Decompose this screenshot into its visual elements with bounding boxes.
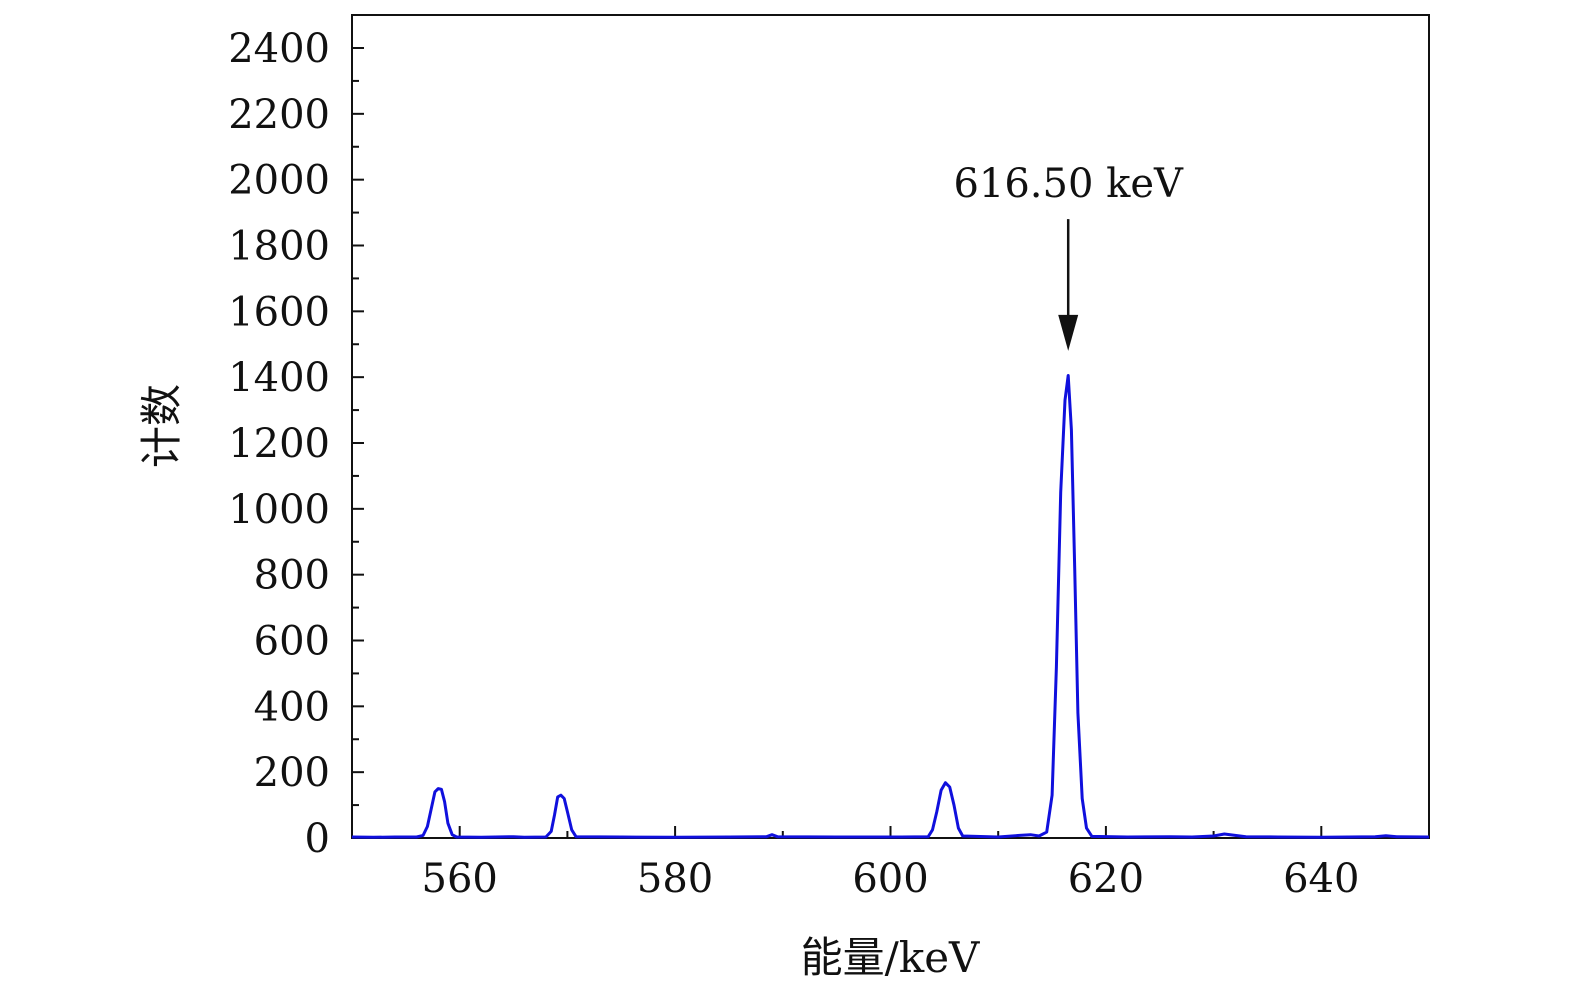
x-tick-label: 640 (1283, 856, 1359, 902)
x-tick-label: 580 (637, 856, 713, 902)
y-tick-label: 600 (254, 619, 330, 665)
y-axis-title: 计数 (137, 384, 186, 468)
y-tick-label: 1400 (228, 355, 330, 401)
spectrum-line (351, 374, 1430, 839)
peak-annotation-label: 616.50 keV (953, 161, 1184, 207)
y-tick-label: 1800 (228, 224, 330, 270)
plot-frame (351, 14, 1430, 839)
y-tick-label: 1200 (228, 421, 330, 467)
y-tick-label: 2400 (228, 26, 330, 72)
plot-area: 0 200 400 600 800 1000 1200 1400 1600 1800 2000 220… (228, 14, 1430, 902)
x-axis-title: 能量/keV (801, 933, 980, 982)
y-tick-label: 1600 (228, 289, 330, 335)
y-tick-label: 2200 (228, 92, 330, 138)
annotation-arrow-head (1058, 314, 1079, 351)
x-tick-label: 560 (422, 856, 498, 902)
x-tick-label: 620 (1068, 856, 1144, 902)
y-tick-label: 2000 (228, 158, 330, 204)
y-tick-label: 200 (254, 750, 330, 796)
x-tick-label: 600 (852, 856, 928, 902)
y-tick-label: 0 (305, 816, 330, 862)
y-tick-label: 400 (254, 684, 330, 730)
y-tick-label: 800 (254, 553, 330, 599)
y-tick-label: 1000 (228, 487, 330, 533)
